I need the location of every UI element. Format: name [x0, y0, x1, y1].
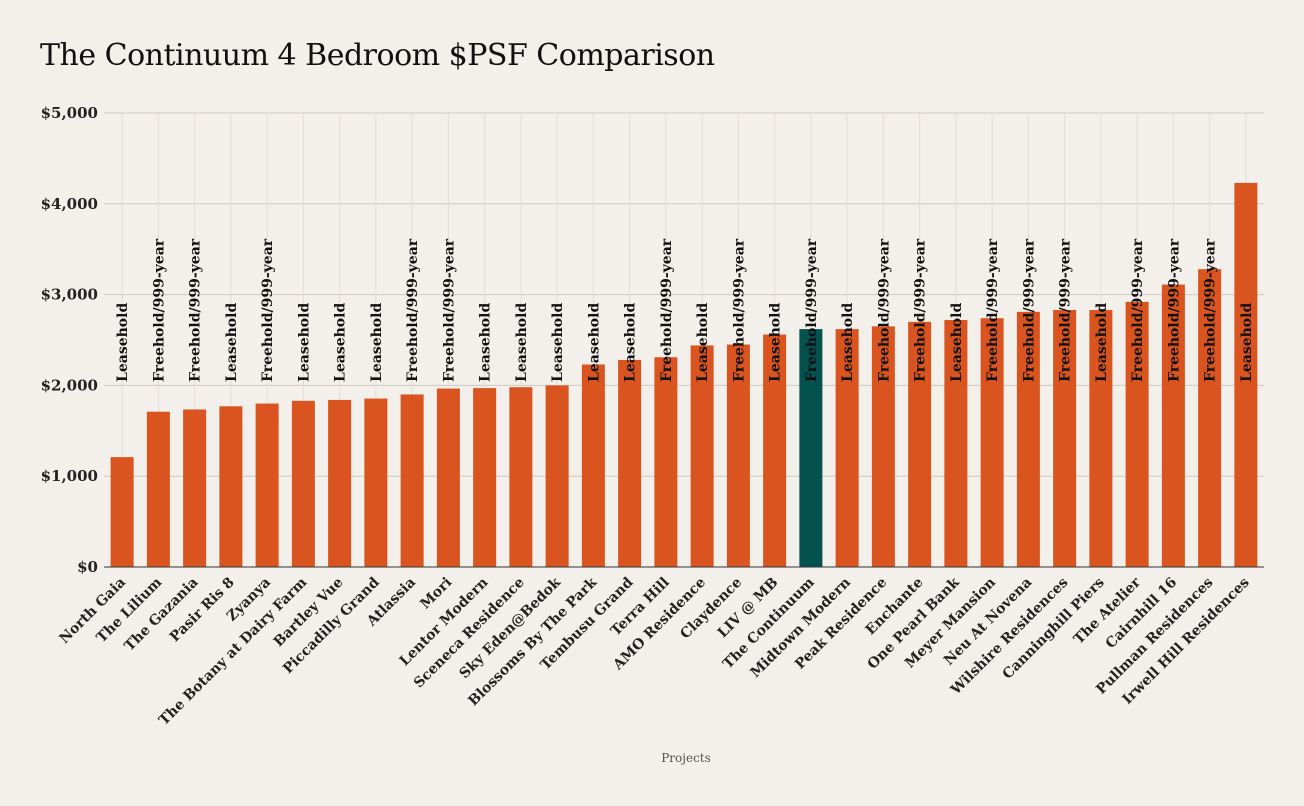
bar: [328, 399, 352, 567]
tenure-label: Leasehold: [369, 303, 385, 382]
bar: [1016, 311, 1040, 567]
tenure-label: Freehold/999-year: [876, 238, 892, 382]
bar: [1234, 182, 1258, 567]
bar: [799, 329, 823, 567]
tenure-label: Leasehold: [550, 303, 566, 382]
bar: [726, 344, 750, 567]
bar: [908, 321, 932, 567]
tenure-label: Freehold/999-year: [441, 238, 457, 382]
tenure-label: Freehold/999-year: [1130, 238, 1146, 382]
bar: [436, 388, 460, 567]
tenure-label: Freehold/999-year: [1021, 238, 1037, 382]
bar: [763, 334, 787, 567]
tenure-label: Leasehold: [1094, 303, 1110, 382]
bar: [1089, 310, 1113, 567]
tenure-label: Freehold/999-year: [405, 238, 421, 382]
y-tick-label: $3,000: [41, 286, 98, 304]
y-tick-label: $2,000: [41, 376, 98, 394]
tenure-label: Leasehold: [296, 303, 312, 382]
x-axis-label: Projects: [661, 751, 711, 765]
tenure-label: Leasehold: [478, 303, 494, 382]
tenure-label: Freehold/999-year: [913, 238, 929, 382]
tenure-label: Freehold/999-year: [804, 238, 820, 382]
bar: [364, 398, 388, 567]
tenure-label: Leasehold: [840, 303, 856, 382]
bar: [110, 457, 134, 567]
bar: [944, 320, 968, 567]
y-axis-ticks: $0 $1,000 $2,000 $3,000 $4,000 $5,000: [41, 104, 98, 576]
tenure-label: Freehold/999-year: [1058, 238, 1074, 382]
tenure-label: Leasehold: [224, 303, 240, 382]
tenure-label: Freehold/999-year: [659, 238, 675, 382]
tenure-label: Freehold/999-year: [1203, 238, 1219, 382]
tenure-label: Freehold/999-year: [260, 238, 276, 382]
bar: [183, 409, 207, 567]
tenure-label: Freehold/999-year: [1166, 238, 1182, 382]
tenure-label: Leasehold: [949, 303, 965, 382]
bar: [1198, 269, 1222, 567]
bar: [1053, 310, 1077, 567]
bar: [618, 359, 642, 567]
bar: [219, 406, 243, 567]
tenure-label: Leasehold: [333, 303, 349, 382]
chart-title: The Continuum 4 Bedroom $PSF Comparison: [40, 38, 715, 73]
tenure-label: Freehold/999-year: [188, 238, 204, 382]
bar: [871, 326, 895, 567]
tenure-label: Leasehold: [768, 303, 784, 382]
tenure-label: Leasehold: [115, 303, 131, 382]
bar: [509, 387, 533, 567]
tenure-label: Leasehold: [514, 303, 530, 382]
bar: [545, 385, 569, 567]
bar: [690, 345, 714, 567]
bar: [146, 411, 170, 567]
bar: [473, 388, 497, 567]
bar: [980, 318, 1004, 567]
bar: [400, 394, 424, 567]
bar: [1161, 284, 1185, 567]
y-tick-label: $5,000: [41, 104, 98, 122]
bars: [110, 182, 1258, 567]
bar: [654, 357, 678, 567]
tenure-label: Freehold/999-year: [731, 238, 747, 382]
bar: [255, 403, 279, 567]
y-tick-label: $4,000: [41, 195, 98, 213]
bar: [835, 329, 859, 567]
tenure-labels: Leasehold Freehold/999-year Freehold/999-y…: [115, 238, 1255, 382]
tenure-label: Leasehold: [623, 303, 639, 382]
y-tick-label: $0: [77, 558, 98, 576]
tenure-label: Freehold/999-year: [985, 238, 1001, 382]
bar: [581, 364, 605, 567]
tenure-label: Freehold/999-year: [151, 238, 167, 382]
bar: [291, 400, 315, 567]
tenure-label: Leasehold: [695, 303, 711, 382]
tenure-label: Leasehold: [586, 303, 602, 382]
bar: [1125, 301, 1149, 567]
y-tick-label: $1,000: [41, 467, 98, 485]
tenure-label: Leasehold: [1239, 303, 1255, 382]
